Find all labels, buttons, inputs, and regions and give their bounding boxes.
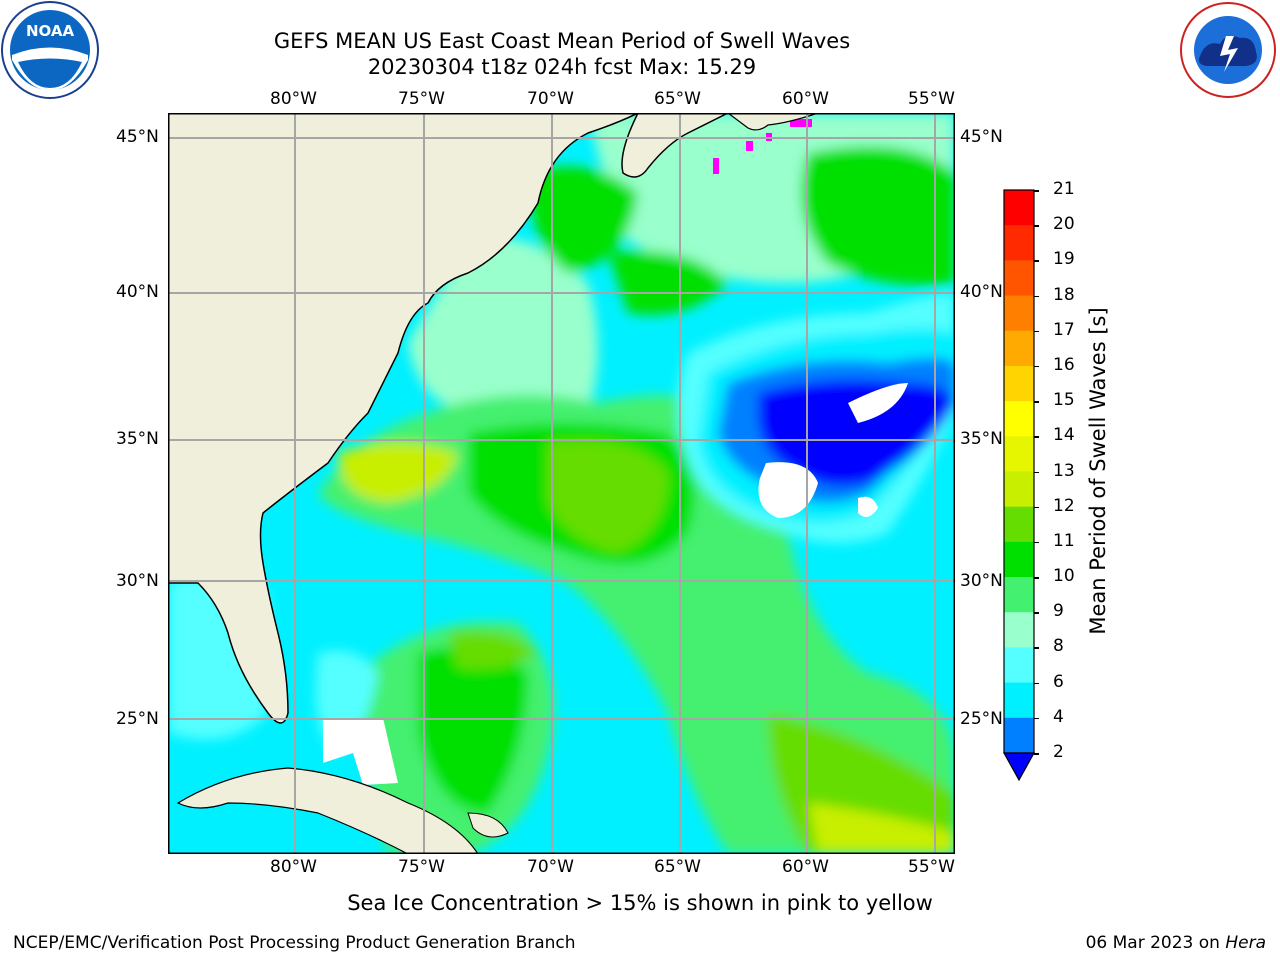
- footer-date: 06 Mar 2023 on Hera: [1086, 933, 1266, 953]
- lon-label-top: 65°W: [654, 89, 701, 109]
- colorbar-tick-label: 15: [1053, 390, 1075, 411]
- colorbar-tick-mark: [1034, 365, 1039, 368]
- lon-label-top: 75°W: [398, 89, 445, 109]
- lon-label-bottom: 70°W: [527, 857, 574, 877]
- colorbar-segment: [1004, 295, 1034, 332]
- colorbar-tick-mark: [1034, 330, 1039, 333]
- colorbar-segment: [1004, 330, 1034, 367]
- colorbar-tick-mark: [1034, 225, 1039, 227]
- colorbar-ticks: 21 20 19 18 17 16 15 14 13 12 11 10 9 8 6 4 2: [1034, 179, 1080, 786]
- colorbar-segment: [1004, 401, 1034, 437]
- colorbar-tick-mark: [1034, 682, 1039, 685]
- lon-label-top: 55°W: [908, 89, 955, 109]
- lon-label-bottom: 80°W: [270, 857, 317, 877]
- lat-label-right: 40°N: [960, 282, 1003, 302]
- lat-label-right: 25°N: [960, 709, 1003, 729]
- colorbar-tick-label: 21: [1053, 179, 1075, 199]
- colorbar-segment: [1004, 260, 1034, 297]
- colorbar-segment: [1004, 577, 1034, 613]
- colorbar-segment: [1004, 225, 1034, 261]
- colorbar-tick-label: 12: [1053, 495, 1075, 516]
- colorbar-tick-label: 14: [1053, 425, 1075, 446]
- colorbar-segment: [1004, 365, 1034, 402]
- colorbar-tick-mark: [1034, 401, 1039, 403]
- footer-date-text: 06 Mar 2023 on: [1085, 933, 1226, 953]
- colorbar-tick-mark: [1034, 717, 1039, 720]
- lat-label-right: 35°N: [960, 429, 1003, 449]
- lat-label-left: 45°N: [116, 127, 159, 147]
- colorbar-segment: [1004, 436, 1034, 472]
- colorbar-tick-mark: [1034, 190, 1039, 192]
- colorbar-segment: [1004, 612, 1034, 648]
- lon-label-top: 80°W: [270, 89, 317, 109]
- colorbar-tick-mark: [1034, 436, 1039, 438]
- colorbar-segment: [1004, 717, 1034, 754]
- colorbar-tick-label: 18: [1053, 284, 1075, 305]
- colorbar-tick-label: 19: [1053, 249, 1075, 270]
- colorbar-tick-label: 11: [1053, 530, 1075, 551]
- colorbar-tick-mark: [1034, 295, 1039, 298]
- footer-host: Hera: [1225, 933, 1266, 953]
- colorbar-tick-label: 10: [1053, 566, 1075, 587]
- lat-label-right: 30°N: [960, 571, 1003, 591]
- colorbar-tick-mark: [1034, 260, 1039, 262]
- colorbar-tick-label: 8: [1053, 636, 1064, 657]
- noaa-logo-icon: NOAA: [1, 1, 99, 99]
- colorbar-tick-label: 4: [1053, 706, 1064, 727]
- noaa-logo-text: NOAA: [26, 22, 75, 40]
- colorbar-tick-mark: [1034, 471, 1039, 473]
- colorbar-segment: [1004, 682, 1034, 719]
- lat-label-left: 25°N: [116, 709, 159, 729]
- lon-label-bottom: 75°W: [398, 857, 445, 877]
- colorbar-segment: [1004, 190, 1034, 226]
- colorbar-tick-mark: [1034, 541, 1039, 544]
- sea-ice-caption: Sea Ice Concentration > 15% is shown in …: [347, 891, 933, 915]
- lon-label-top: 70°W: [527, 89, 574, 109]
- nws-logo-icon: [1180, 2, 1276, 98]
- colorbar-label: Mean Period of Swell Waves [s]: [1086, 307, 1110, 635]
- colorbar-tick-label: 2: [1053, 742, 1064, 762]
- colorbar: [1002, 189, 1036, 782]
- colorbar-segment: [1004, 471, 1034, 508]
- colorbar-tick-mark: [1034, 612, 1039, 614]
- colorbar-tick-label: 13: [1053, 460, 1075, 481]
- map-subtitle: 20230304 t18z 024h fcst Max: 15.29: [367, 55, 757, 79]
- lon-label-bottom: 65°W: [654, 857, 701, 877]
- colorbar-tick-mark: [1034, 506, 1039, 509]
- colorbar-tick-label: 20: [1053, 214, 1075, 235]
- lat-label-left: 35°N: [116, 429, 159, 449]
- lon-label-bottom: 60°W: [782, 857, 829, 877]
- colorbar-tick-label: 16: [1053, 354, 1075, 375]
- colorbar-tick-mark: [1034, 577, 1039, 579]
- lat-label-left: 40°N: [116, 282, 159, 302]
- map-title: GEFS MEAN US East Coast Mean Period of S…: [273, 29, 851, 53]
- lat-label-right: 45°N: [960, 127, 1003, 147]
- lon-label-top: 60°W: [782, 89, 829, 109]
- footer-branch: NCEP/EMC/Verification Post Processing Pr…: [13, 933, 576, 953]
- lon-label-bottom: 55°W: [908, 857, 955, 877]
- colorbar-segment: [1004, 541, 1034, 578]
- swell-period-map: [168, 113, 955, 854]
- colorbar-tick-mark: [1034, 753, 1039, 755]
- lat-label-left: 30°N: [116, 571, 159, 591]
- colorbar-tick-mark: [1034, 647, 1039, 649]
- colorbar-segment: [1004, 647, 1034, 684]
- colorbar-tick-label: 17: [1053, 319, 1075, 340]
- colorbar-segment: [1004, 506, 1034, 543]
- colorbar-tick-label: 9: [1053, 601, 1064, 622]
- colorbar-tick-label: 6: [1053, 671, 1064, 692]
